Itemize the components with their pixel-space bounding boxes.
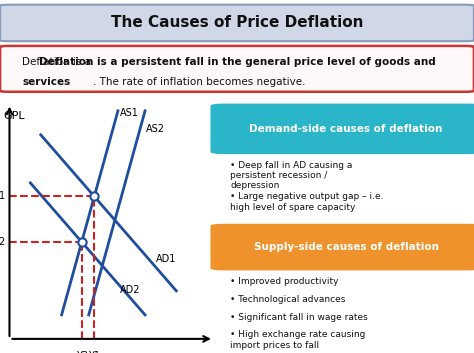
- Text: Demand-side causes of deflation: Demand-side causes of deflation: [249, 124, 443, 134]
- Text: AD1: AD1: [155, 254, 176, 264]
- Text: GPL2: GPL2: [0, 237, 5, 247]
- Text: The Causes of Price Deflation: The Causes of Price Deflation: [111, 15, 363, 30]
- Text: GPL: GPL: [3, 111, 25, 121]
- FancyBboxPatch shape: [0, 46, 474, 92]
- FancyBboxPatch shape: [210, 104, 474, 154]
- Text: • Significant fall in wage rates: • Significant fall in wage rates: [230, 313, 368, 322]
- Text: AD2: AD2: [120, 285, 140, 295]
- FancyBboxPatch shape: [0, 5, 474, 41]
- Text: . The rate of inflation becomes negative.: . The rate of inflation becomes negative…: [93, 77, 306, 87]
- Text: services: services: [22, 77, 71, 87]
- Text: • Improved productivity: • Improved productivity: [230, 277, 339, 286]
- Text: • High exchange rate causing
import prices to fall: • High exchange rate causing import pric…: [230, 330, 365, 350]
- Text: AS1: AS1: [120, 108, 139, 118]
- Text: AS2: AS2: [146, 125, 165, 134]
- Text: Deflation is a persistent fall in the general price level of goods and: Deflation is a persistent fall in the ge…: [38, 57, 436, 67]
- Text: • Technological advances: • Technological advances: [230, 295, 346, 304]
- Text: Y1: Y1: [88, 351, 100, 353]
- Text: • Large negative output gap – i.e.
high level of spare capacity: • Large negative output gap – i.e. high …: [230, 192, 383, 211]
- Text: Y2: Y2: [76, 351, 88, 353]
- Text: Supply-side causes of deflation: Supply-side causes of deflation: [254, 242, 438, 252]
- Text: Deflation is a: Deflation is a: [22, 57, 95, 67]
- FancyBboxPatch shape: [210, 224, 474, 270]
- Text: GPL1: GPL1: [0, 191, 5, 202]
- Text: • Deep fall in AD causing a
persistent recession /
depression: • Deep fall in AD causing a persistent r…: [230, 161, 353, 191]
